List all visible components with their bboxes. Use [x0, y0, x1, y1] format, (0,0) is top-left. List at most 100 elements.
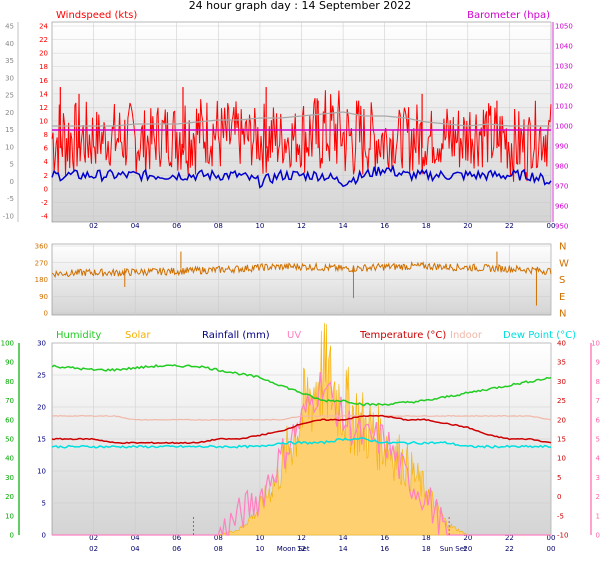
x-tick-label: 16 — [380, 222, 389, 230]
y-tick-barometer: 1040 — [555, 43, 573, 51]
y-tick-uv: 1 — [596, 512, 600, 520]
x-tick-label: 12 — [297, 534, 306, 542]
y-tick-outer: -5 — [7, 195, 14, 203]
x-tick-label: 00 — [547, 534, 556, 542]
legend-windspeed: Windspeed (kts) — [56, 10, 137, 21]
x-tick-label: 12 — [297, 222, 306, 230]
y-tick-temperature: 5 — [557, 474, 561, 482]
y-tick-temperature: 15 — [557, 436, 566, 444]
y-tick-humidity: 20 — [5, 493, 14, 501]
y-tick-windspeed: 24 — [39, 23, 48, 31]
y-tick-uv: 7 — [596, 397, 600, 405]
y-tick-uv: 10 — [591, 340, 600, 348]
x-tick-label: 10 — [255, 545, 264, 553]
legend-uv: UV — [287, 330, 301, 341]
legend-solar: Solar — [125, 330, 151, 341]
y-tick-windspeed: 0 — [44, 185, 48, 193]
y-tick-humidity: 30 — [5, 474, 14, 482]
x-tick-label: 02 — [89, 222, 98, 230]
x-tick-label: 14 — [339, 222, 348, 230]
x-tick-label: 04 — [131, 534, 140, 542]
sun-set-label: Sun Set — [440, 545, 467, 553]
y-tick-humidity: 90 — [5, 359, 14, 367]
y-tick-barometer: 950 — [555, 223, 568, 231]
y-tick-uv: 0 — [596, 532, 600, 540]
y-tick-direction: 90 — [39, 293, 48, 301]
legend-humidity: Humidity — [56, 330, 101, 341]
y-tick-humidity: 0 — [10, 532, 14, 540]
y-tick-outer: 35 — [5, 57, 14, 65]
y-tick-barometer: 980 — [555, 163, 568, 171]
y-tick-outer: 25 — [5, 92, 14, 100]
y-tick-direction: 180 — [35, 276, 48, 284]
y-label-compass: W — [559, 258, 569, 269]
y-label-compass: N — [559, 242, 566, 253]
y-tick-temperature: 0 — [557, 493, 561, 501]
y-label-compass: S — [559, 275, 565, 286]
x-tick-label: 10 — [255, 222, 264, 230]
y-tick-barometer: 960 — [555, 203, 568, 211]
y-tick-rainfall: 15 — [37, 436, 46, 444]
x-tick-label: 14 — [339, 534, 348, 542]
x-tick-label: 08 — [214, 222, 223, 230]
y-label-compass: N — [559, 309, 566, 320]
series-indoor — [51, 414, 552, 421]
y-tick-barometer: 1050 — [555, 23, 573, 31]
y-tick-uv: 2 — [596, 493, 600, 501]
x-tick-label: 20 — [463, 222, 472, 230]
y-tick-rainfall: 30 — [37, 340, 46, 348]
x-tick-label: 06 — [172, 222, 181, 230]
legend-barometer: Barometer (hpa) — [467, 10, 550, 21]
x-tick-label: 12 — [297, 545, 306, 553]
y-tick-windspeed: 22 — [39, 36, 48, 44]
x-tick-label: 00 — [547, 545, 556, 553]
legend-dew-point-c-: Dew Point (°C) — [503, 330, 576, 341]
x-tick-label: 06 — [172, 534, 181, 542]
y-tick-windspeed: 10 — [39, 118, 48, 126]
y-tick-humidity: 100 — [1, 340, 14, 348]
series-windspeed — [51, 90, 552, 182]
y-tick-outer: -10 — [3, 213, 14, 221]
y-tick-temperature: -5 — [557, 512, 564, 520]
x-tick-label: 18 — [422, 545, 431, 553]
y-tick-temperature: 35 — [557, 359, 566, 367]
y-tick-uv: 4 — [596, 455, 601, 463]
legend-temperature-c-: Temperature (°C) — [359, 330, 446, 341]
y-tick-outer: 15 — [5, 126, 14, 134]
series-temperature — [51, 414, 552, 445]
series-dewpoint — [51, 437, 552, 449]
x-tick-label: 04 — [131, 222, 140, 230]
x-tick-label: 06 — [172, 545, 181, 553]
y-tick-barometer: 1020 — [555, 83, 573, 91]
y-label-compass: E — [559, 292, 565, 303]
x-tick-label: 08 — [214, 545, 223, 553]
y-tick-humidity: 60 — [5, 416, 14, 424]
y-tick-humidity: 70 — [5, 397, 14, 405]
y-tick-outer: 20 — [5, 109, 14, 117]
y-tick-barometer: 1000 — [555, 123, 573, 131]
y-tick-temperature: 25 — [557, 397, 566, 405]
y-tick-direction: 270 — [35, 259, 48, 267]
x-tick-label: 20 — [463, 534, 472, 542]
y-tick-outer: 30 — [5, 74, 14, 82]
y-tick-uv: 8 — [596, 378, 600, 386]
y-tick-windspeed: 12 — [39, 104, 48, 112]
y-tick-uv: 5 — [596, 436, 600, 444]
y-tick-rainfall: 10 — [37, 468, 46, 476]
y-tick-rainfall: 20 — [37, 404, 46, 412]
y-tick-windspeed: 16 — [39, 77, 48, 85]
y-tick-temperature: 20 — [557, 416, 566, 424]
x-tick-label: 08 — [214, 534, 223, 542]
y-tick-humidity: 50 — [5, 436, 14, 444]
y-tick-temperature: 40 — [557, 340, 566, 348]
y-tick-windspeed: -2 — [41, 199, 48, 207]
y-tick-temperature: 10 — [557, 455, 566, 463]
moon-set-label: Moon Set — [277, 545, 310, 553]
y-tick-rainfall: 25 — [37, 372, 46, 380]
x-tick-label: 14 — [339, 545, 348, 553]
y-tick-temperature: 30 — [557, 378, 566, 386]
x-tick-label: 20 — [463, 545, 472, 553]
x-tick-label: 16 — [380, 534, 389, 542]
y-tick-outer: 40 — [5, 40, 14, 48]
